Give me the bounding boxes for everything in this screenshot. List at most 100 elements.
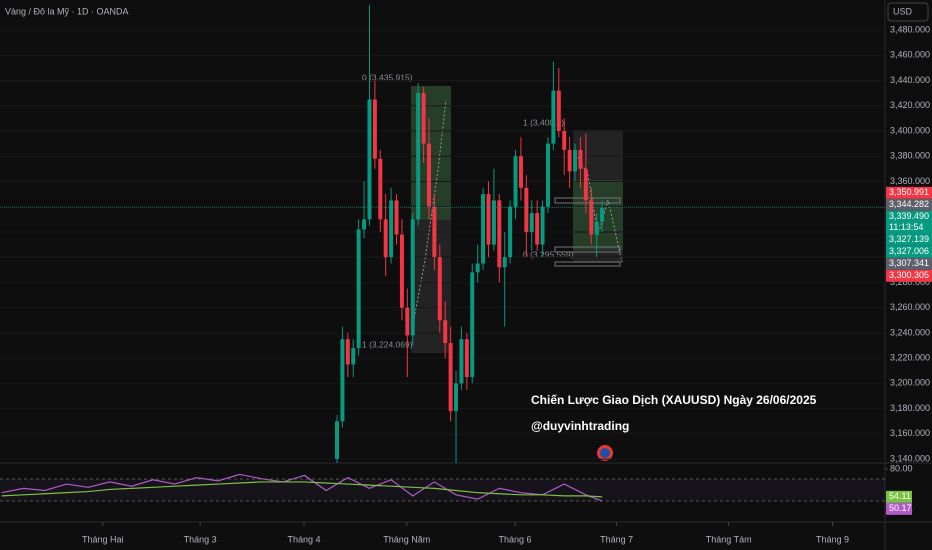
- candle-body: [524, 187, 529, 232]
- y-tick-label: 3,460.000: [890, 50, 930, 60]
- rsi-line: [1, 481, 603, 498]
- candle-body: [335, 421, 340, 460]
- x-tick-label: Tháng Hai: [82, 534, 124, 544]
- x-tick-label: Tháng 4: [288, 534, 321, 544]
- candle-body: [416, 93, 421, 220]
- y-tick-label: 80.00: [890, 463, 913, 473]
- price-label-bg: [886, 245, 932, 258]
- candle-body: [383, 219, 388, 258]
- x-tick-label: Tháng 9: [816, 534, 849, 544]
- rsi-label-bg: [886, 490, 912, 503]
- candle-body: [345, 339, 350, 365]
- rsi-band: [0, 479, 885, 501]
- candle-body: [556, 90, 561, 131]
- candle-body: [594, 221, 599, 235]
- fib-label: 0 (3,295.559): [523, 249, 574, 259]
- projection-path: [411, 99, 447, 331]
- y-tick-label: 3,360.000: [890, 176, 930, 186]
- y-tick-label: 3,480.000: [890, 24, 930, 34]
- x-tick-label: Tháng Năm: [383, 534, 430, 544]
- candle-body: [540, 206, 545, 245]
- zone-box: [554, 246, 621, 253]
- price-label: 3,300.305: [889, 270, 929, 280]
- candle-body: [475, 263, 480, 273]
- candle-body: [432, 206, 437, 258]
- candle-body: [394, 200, 399, 235]
- candle-body: [443, 320, 448, 343]
- candle-body: [426, 143, 431, 207]
- candle-body: [491, 200, 496, 245]
- candle-body: [502, 257, 507, 268]
- y-tick-label: 3,240.000: [890, 327, 930, 337]
- x-tick-label: Tháng Tám: [706, 534, 752, 544]
- candle-body: [351, 348, 356, 365]
- candle-body: [545, 143, 550, 207]
- fib-label: 1 (3,224.069): [362, 339, 413, 349]
- zone-box: [554, 261, 621, 267]
- symbol-header: Vàng / Đô la Mỹ · 1D · OANDA: [5, 6, 129, 16]
- y-tick-label: 3,220.000: [890, 353, 930, 363]
- price-label-bg: [886, 198, 932, 211]
- y-tick-label: 3,180.000: [890, 403, 930, 413]
- y-tick-label: 3,420.000: [890, 100, 930, 110]
- candle-body: [583, 168, 588, 201]
- price-pane: [0, 4, 885, 463]
- candle-body: [486, 194, 491, 245]
- rsi-pane: [1, 473, 603, 502]
- candle-body: [356, 229, 361, 349]
- candle-body: [470, 272, 475, 378]
- price-label: 3,339.490: [889, 211, 929, 221]
- price-label-bg: [886, 269, 932, 282]
- candle-body: [399, 234, 404, 308]
- price-label-bg: [886, 233, 932, 246]
- y-tick-label: 3,260.000: [890, 302, 930, 312]
- candle-body: [459, 339, 464, 384]
- y-tick-label: 3,200.000: [890, 378, 930, 388]
- price-label-bg: [886, 186, 932, 199]
- countdown-bg: [886, 221, 932, 234]
- y-tick-label: 3,140.000: [890, 453, 930, 463]
- candle-body: [573, 149, 578, 172]
- price-label: 3,307.341: [889, 258, 929, 268]
- x-tick-label: Tháng 7: [600, 534, 633, 544]
- x-tick-label: Tháng 3: [184, 534, 217, 544]
- candle-body: [389, 200, 394, 258]
- currency-label[interactable]: USD: [893, 6, 913, 16]
- candle-body: [567, 149, 572, 172]
- candle-body: [578, 149, 583, 169]
- price-label: 3,327.006: [889, 246, 929, 256]
- fib-label: 1 (3,400.9): [523, 117, 564, 127]
- y-tick-label: 3,380.000: [890, 151, 930, 161]
- candle-body: [421, 93, 426, 144]
- candle-body: [372, 99, 377, 159]
- fib-label: 0 (3,435.915): [362, 72, 413, 82]
- candle-body: [410, 219, 415, 336]
- rsi-label: 50.17: [889, 503, 912, 513]
- candle-body: [437, 257, 442, 321]
- y-tick-label: 3,160.000: [890, 428, 930, 438]
- rsi-label: 54.11: [889, 491, 911, 501]
- countdown: 11:13:54: [889, 222, 923, 232]
- candle-body: [551, 90, 556, 144]
- fib-zone: [573, 180, 623, 250]
- y-tick-label: 3,440.000: [890, 75, 930, 85]
- candle-body: [497, 200, 502, 268]
- candle-body: [340, 339, 345, 422]
- candle-body: [448, 342, 453, 412]
- candle-body: [454, 383, 459, 412]
- price-label: 3,350.991: [889, 187, 929, 197]
- candle-body: [562, 130, 567, 150]
- currency-button[interactable]: [887, 2, 929, 22]
- price-label-bg: [886, 210, 932, 223]
- candle-body: [600, 207, 605, 222]
- overlay-title: Chiến Lược Giao Dịch (XAUUSD) Ngày 26/06…: [531, 393, 817, 407]
- rsi-label-bg: [886, 502, 912, 515]
- candle-body: [518, 156, 523, 188]
- candle-body: [481, 194, 486, 264]
- candle-body: [535, 213, 540, 245]
- price-label: 3,344.282: [889, 199, 929, 209]
- candle-body: [513, 156, 518, 207]
- x-tick-label: Tháng 6: [498, 534, 531, 544]
